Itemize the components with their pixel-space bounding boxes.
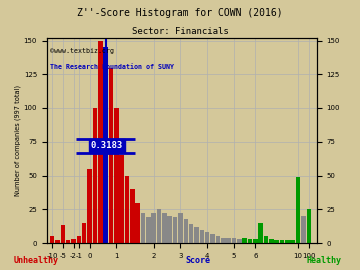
Text: 0.3183: 0.3183 bbox=[91, 141, 123, 150]
Bar bbox=[221, 238, 225, 243]
Text: Score: Score bbox=[185, 256, 211, 265]
Text: The Research Foundation of SUNY: The Research Foundation of SUNY bbox=[50, 65, 174, 70]
Y-axis label: Number of companies (997 total): Number of companies (997 total) bbox=[14, 85, 21, 196]
Bar bbox=[285, 240, 290, 243]
Bar bbox=[306, 209, 311, 243]
Text: Healthy: Healthy bbox=[306, 256, 342, 265]
Bar bbox=[130, 189, 135, 243]
Bar bbox=[109, 68, 113, 243]
Bar bbox=[231, 238, 236, 243]
Bar bbox=[301, 216, 306, 243]
Bar bbox=[71, 239, 76, 243]
Bar bbox=[87, 169, 92, 243]
Bar bbox=[189, 224, 193, 243]
Bar bbox=[199, 230, 204, 243]
Bar bbox=[178, 213, 183, 243]
Bar bbox=[66, 240, 71, 243]
Bar bbox=[141, 213, 145, 243]
Bar bbox=[146, 217, 150, 243]
Text: ©www.textbiz.org: ©www.textbiz.org bbox=[50, 48, 113, 54]
Bar bbox=[98, 40, 103, 243]
Bar bbox=[50, 236, 54, 243]
Bar bbox=[152, 213, 156, 243]
Bar bbox=[114, 108, 118, 243]
Bar bbox=[226, 238, 231, 243]
Bar bbox=[135, 202, 140, 243]
Bar bbox=[82, 223, 86, 243]
Bar bbox=[55, 240, 60, 243]
Bar bbox=[248, 239, 252, 243]
Bar bbox=[296, 177, 300, 243]
Bar bbox=[162, 213, 167, 243]
Text: Z''-Score Histogram for COWN (2016): Z''-Score Histogram for COWN (2016) bbox=[77, 8, 283, 18]
Bar bbox=[125, 176, 129, 243]
Bar bbox=[216, 236, 220, 243]
Bar bbox=[167, 216, 172, 243]
Bar bbox=[291, 240, 295, 243]
Bar bbox=[237, 239, 242, 243]
Bar bbox=[205, 232, 210, 243]
Bar bbox=[253, 239, 258, 243]
Bar bbox=[173, 217, 177, 243]
Bar bbox=[157, 209, 161, 243]
Bar bbox=[210, 234, 215, 243]
Bar bbox=[120, 155, 124, 243]
Bar bbox=[280, 240, 284, 243]
Bar bbox=[77, 236, 81, 243]
Bar bbox=[274, 240, 279, 243]
Bar bbox=[93, 108, 97, 243]
Text: Unhealthy: Unhealthy bbox=[14, 256, 58, 265]
Bar bbox=[103, 47, 108, 243]
Bar bbox=[184, 219, 188, 243]
Text: Sector: Financials: Sector: Financials bbox=[132, 27, 228, 36]
Bar bbox=[242, 238, 247, 243]
Bar bbox=[60, 225, 65, 243]
Bar bbox=[264, 236, 268, 243]
Bar bbox=[194, 227, 199, 243]
Bar bbox=[269, 239, 274, 243]
Bar bbox=[258, 223, 263, 243]
